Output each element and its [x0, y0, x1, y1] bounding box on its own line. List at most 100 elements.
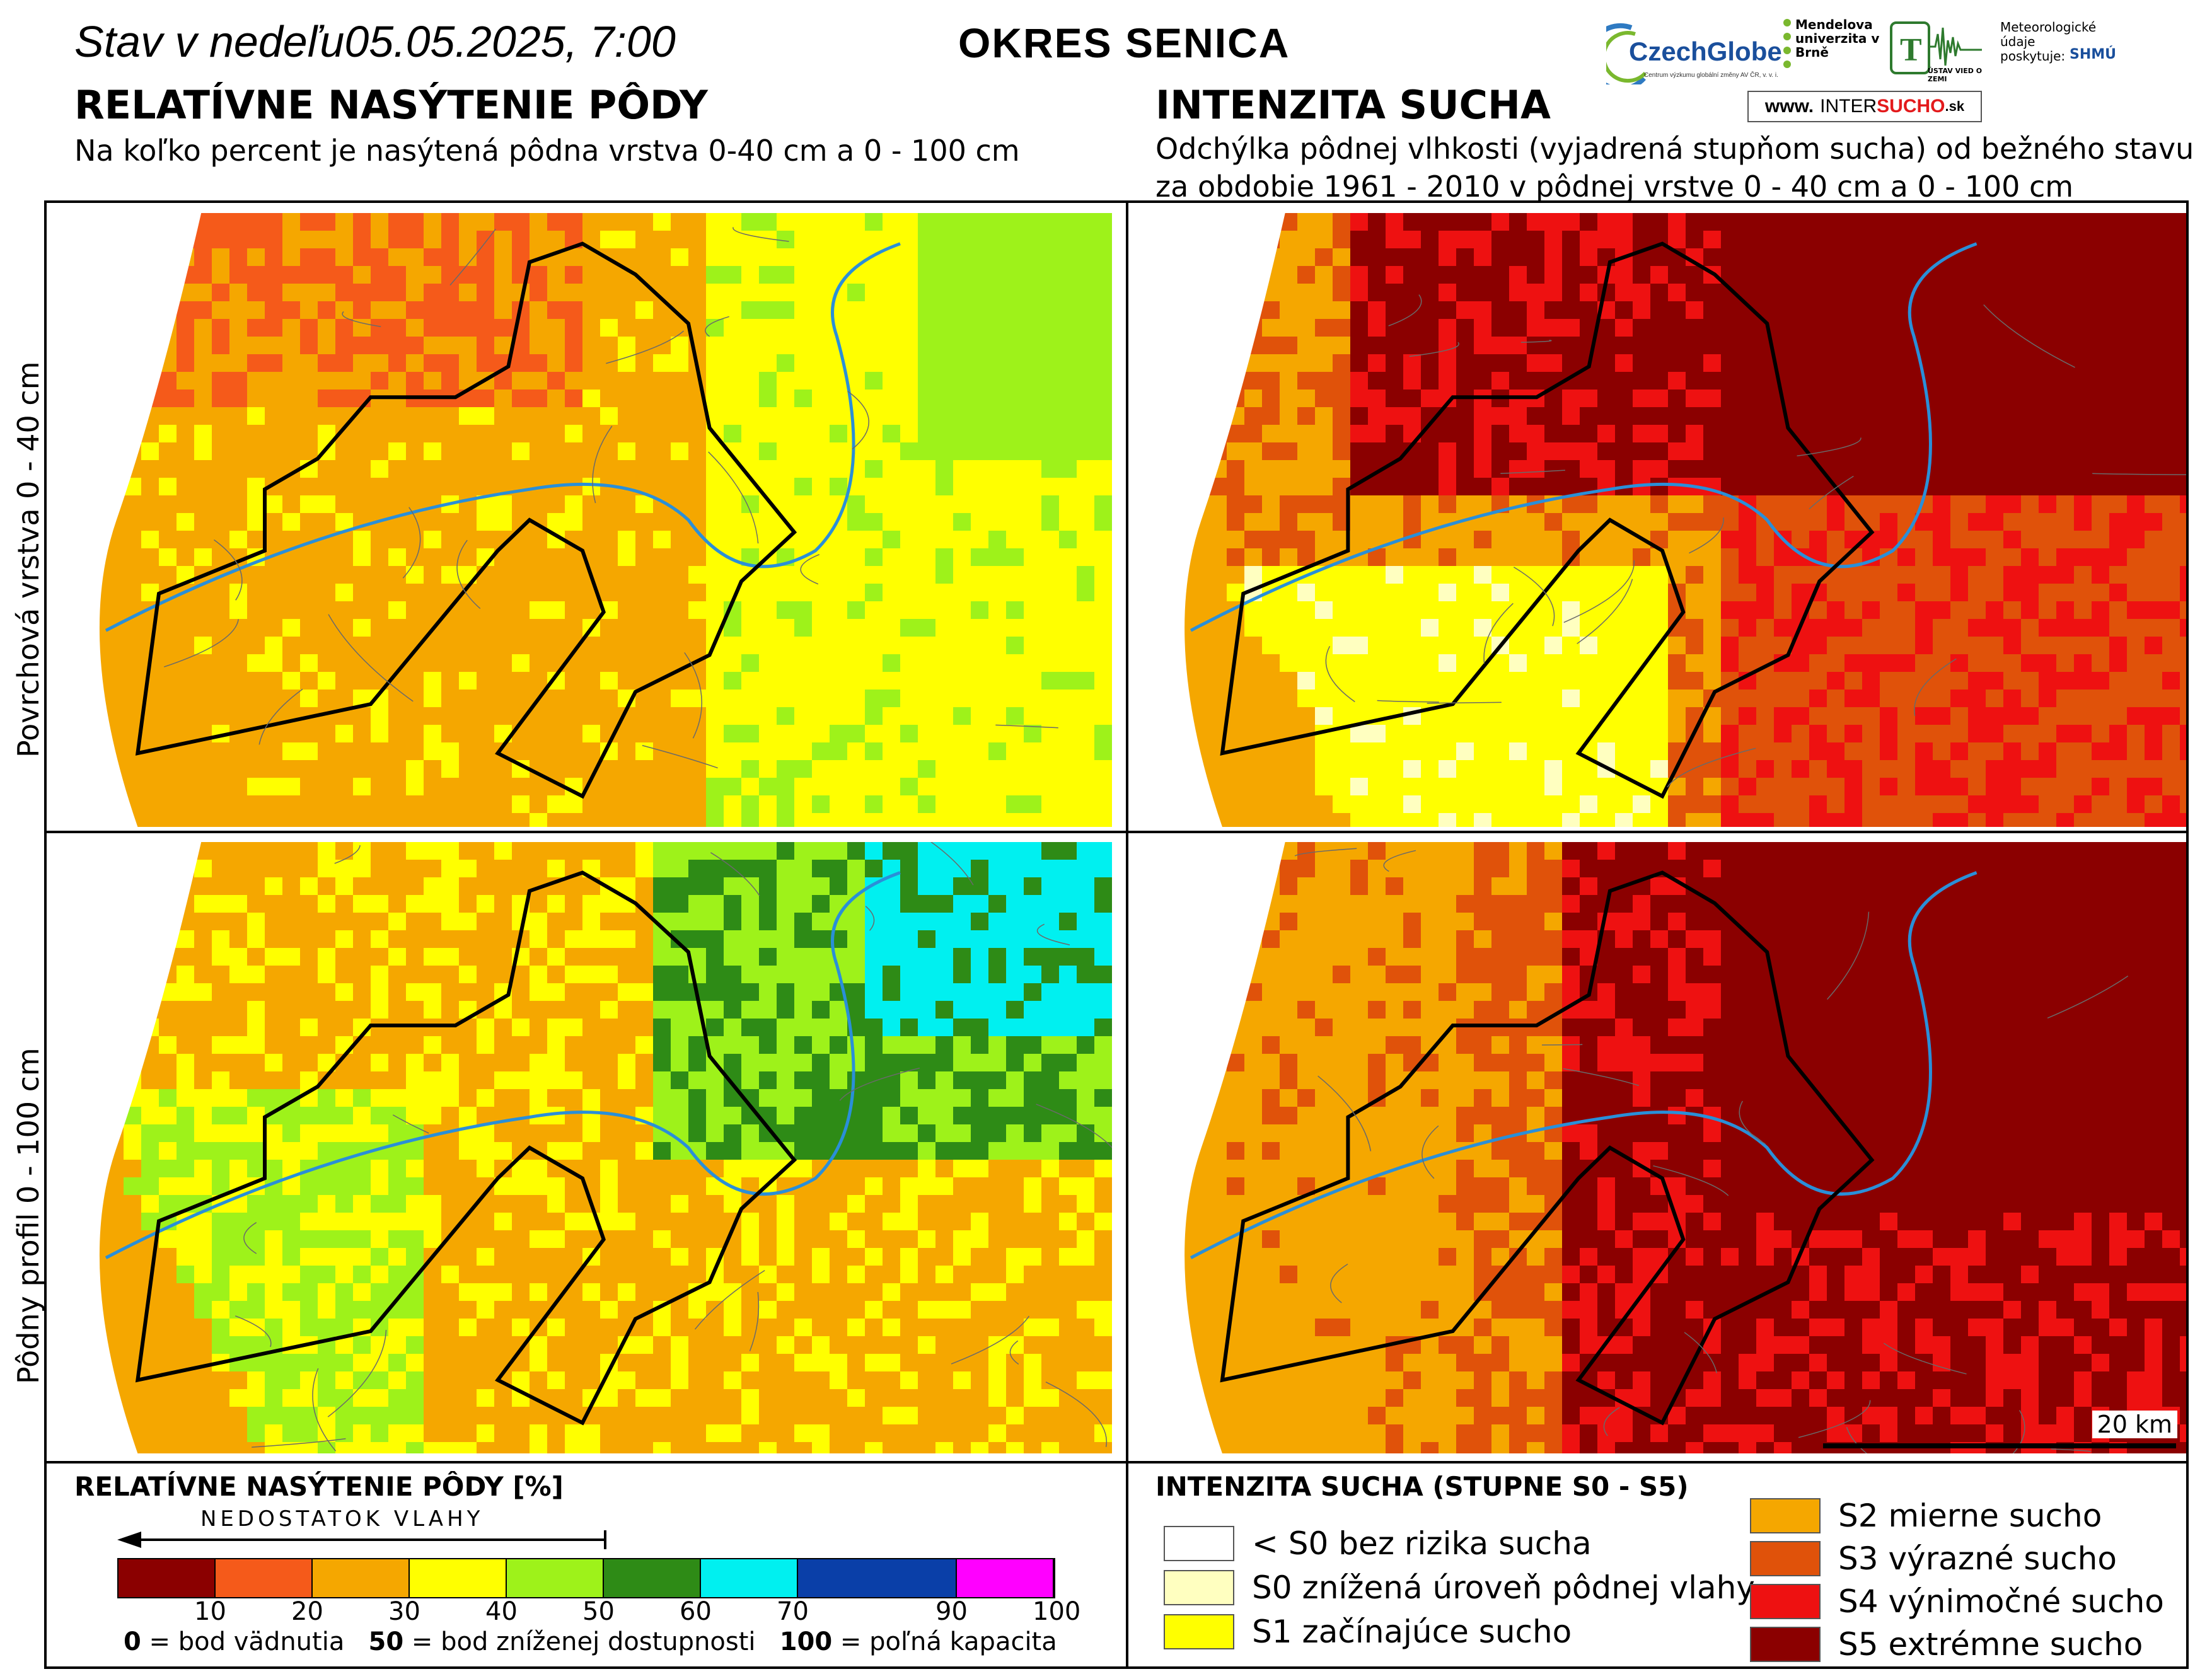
map-cell [777, 795, 794, 813]
map-cell [424, 425, 441, 442]
map-cell [2145, 566, 2162, 584]
map-cell [1077, 231, 1094, 248]
map-cell [671, 842, 688, 860]
map-cell [424, 248, 441, 266]
map-cell [988, 1142, 1006, 1160]
map-cell [1421, 725, 1439, 742]
map-cell [1986, 284, 2003, 301]
map-cell [1774, 248, 1792, 266]
map-cell [282, 513, 300, 531]
map-cell [1809, 513, 1827, 531]
map-cell [847, 778, 865, 795]
map-cell [1897, 584, 1915, 601]
map-cell [2162, 548, 2180, 566]
municipality-boundary [2092, 473, 2186, 475]
vertical-divider [1126, 200, 1128, 1669]
map-cell [618, 354, 635, 372]
map-cell [1041, 1071, 1059, 1089]
map-cell [1721, 601, 1739, 619]
map-cell [2127, 284, 2145, 301]
map-cell [247, 1142, 265, 1160]
map-cell [388, 1177, 406, 1195]
map-cell [1721, 813, 1739, 827]
map-cell [1562, 301, 1580, 319]
map-cell [1597, 354, 1615, 372]
map-cell [1333, 425, 1350, 442]
map-cell [565, 425, 582, 442]
map-cell [265, 1036, 282, 1054]
map-cell [2039, 460, 2056, 478]
map-cell [1368, 601, 1386, 619]
map-cell [1527, 266, 1544, 284]
map-cell [247, 672, 265, 690]
map-cell [388, 795, 406, 813]
map-cell [2074, 407, 2092, 425]
map-cell [865, 531, 883, 548]
map-cell [1474, 813, 1491, 827]
map-cell [1792, 531, 1809, 548]
map-cell [1439, 319, 1456, 337]
map-cell [2145, 284, 2162, 301]
map-cell [2162, 813, 2180, 827]
map-cell [1527, 213, 1544, 231]
map-cell [265, 584, 282, 601]
map-cell [600, 390, 618, 407]
map-cell [2162, 248, 2180, 266]
map-cell [935, 566, 953, 584]
map-cell [1615, 213, 1633, 231]
map-cell [988, 425, 1006, 442]
map-cell [900, 513, 918, 531]
map-cell [2127, 584, 2145, 601]
map-cell [1827, 584, 1844, 601]
map-cell [1597, 425, 1615, 442]
map-cell [635, 813, 653, 827]
map-cell [229, 1036, 247, 1054]
map-cell [388, 407, 406, 425]
map-cell [1024, 531, 1041, 548]
map-cell [371, 842, 388, 860]
map-cell [477, 513, 494, 531]
map-cell [1094, 983, 1112, 1001]
map-cell [1059, 284, 1077, 301]
map-cell [953, 478, 971, 495]
map-cell [1024, 707, 1041, 725]
map-cell [1315, 531, 1333, 548]
map-cell [953, 1019, 971, 1036]
map-cell [1862, 231, 1880, 248]
map-cell [1827, 425, 1844, 442]
map-cell [1041, 860, 1059, 877]
map-cell [1368, 301, 1386, 319]
map-cell [2180, 354, 2186, 372]
map-cell [1756, 284, 1774, 301]
map-cell [1368, 319, 1386, 337]
map-cell [1333, 390, 1350, 407]
map-cell [2074, 601, 2092, 619]
map-cell [1597, 566, 1615, 584]
map-cell [953, 213, 971, 231]
map-cell [2074, 478, 2092, 495]
map-cell [865, 319, 883, 337]
map-cell [547, 860, 565, 877]
map-cell [282, 877, 300, 895]
map-cell [371, 354, 388, 372]
map-cell [794, 407, 812, 425]
map-cell [335, 672, 353, 690]
map-cell [1386, 566, 1403, 584]
map-cell [1950, 637, 1968, 654]
map-cell [265, 1001, 282, 1019]
map-cell [1421, 584, 1439, 601]
map-cell [2039, 319, 2056, 337]
map-cell [918, 760, 935, 778]
map-cell [706, 531, 724, 548]
map-cell [177, 1107, 194, 1124]
map-cell [618, 860, 635, 877]
map-cell [1739, 478, 1756, 495]
map-cell [141, 1142, 159, 1160]
map-cell [2145, 637, 2162, 654]
map-cell [1421, 495, 1439, 513]
map-cell [2056, 637, 2074, 654]
municipality-boundary [1483, 603, 1514, 664]
map-cell [194, 1071, 212, 1089]
map-cell [194, 372, 212, 390]
map-cell [1809, 301, 1827, 319]
